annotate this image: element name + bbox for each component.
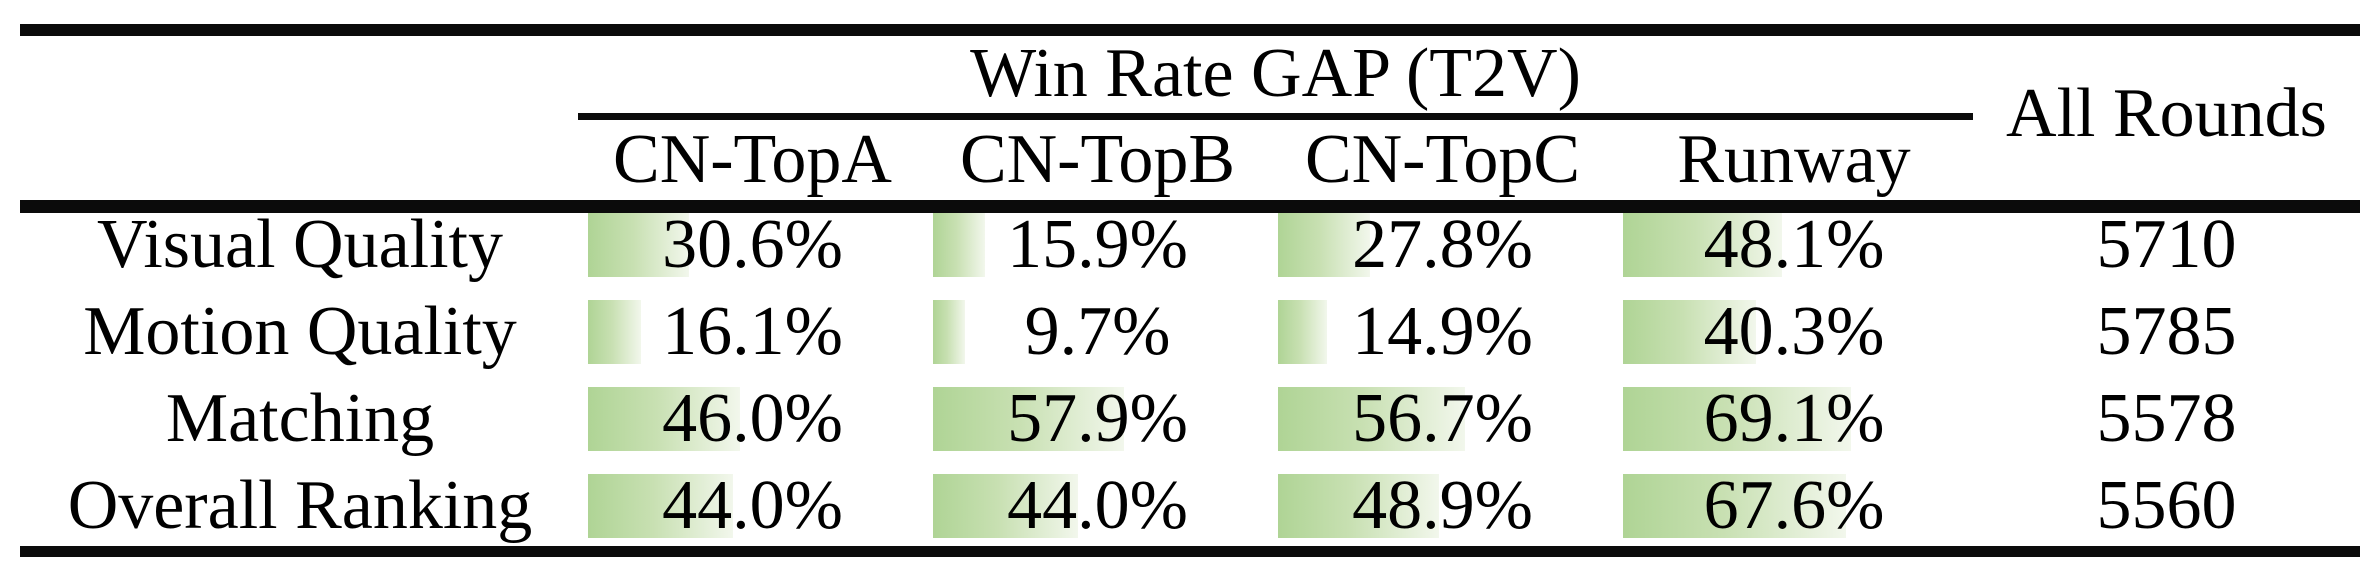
table-row: Matching 46.0% 57.9% 56.7% 69.1% 5578 bbox=[20, 380, 2360, 457]
win-rate-value: 48.1% bbox=[1703, 206, 1885, 283]
win-rate-bar bbox=[1623, 213, 1782, 277]
win-rate-bar bbox=[933, 213, 985, 277]
column-header-all-rounds: All Rounds bbox=[2006, 75, 2327, 152]
win-rate-bar bbox=[1623, 474, 1846, 538]
win-rate-value: 16.1% bbox=[662, 293, 843, 370]
table-bottom-rule bbox=[20, 546, 2360, 557]
win-rate-value: 30.6% bbox=[662, 206, 843, 283]
win-rate-cell: 48.1% bbox=[1615, 206, 1973, 283]
win-rate-value: 69.1% bbox=[1703, 380, 1885, 457]
win-rate-bar bbox=[1278, 387, 1465, 451]
table-row: Overall Ranking 44.0% 44.0% 48.9% 67.6% … bbox=[20, 467, 2360, 544]
win-rate-cell: 46.0% bbox=[580, 380, 925, 457]
win-rate-value: 27.8% bbox=[1352, 206, 1533, 283]
win-rate-bar bbox=[1623, 300, 1756, 364]
table-row: Motion Quality 16.1% 9.7% 14.9% 40.3% 57… bbox=[20, 293, 2360, 370]
win-rate-cell: 14.9% bbox=[1270, 293, 1615, 370]
column-header-cn-topa: CN-TopA bbox=[613, 121, 892, 198]
win-rate-value: 67.6% bbox=[1703, 467, 1885, 544]
row-label: Visual Quality bbox=[96, 206, 504, 283]
win-rate-value: 44.0% bbox=[1007, 467, 1188, 544]
win-rate-bar bbox=[1623, 387, 1851, 451]
win-rate-bar bbox=[588, 387, 740, 451]
row-label: Overall Ranking bbox=[67, 467, 533, 544]
win-rate-cell: 69.1% bbox=[1615, 380, 1973, 457]
win-rate-bar bbox=[1278, 213, 1370, 277]
table-row: Visual Quality 30.6% 15.9% 27.8% 48.1% 5… bbox=[20, 206, 2360, 283]
win-rate-bar bbox=[933, 474, 1078, 538]
row-label: Matching bbox=[165, 380, 435, 457]
win-rate-bar bbox=[588, 300, 641, 364]
win-rate-value: 48.9% bbox=[1352, 467, 1533, 544]
win-rate-cell: 9.7% bbox=[925, 293, 1270, 370]
win-rate-bar bbox=[933, 300, 965, 364]
win-rate-value: 9.7% bbox=[1024, 293, 1171, 370]
all-rounds-value: 5710 bbox=[2096, 206, 2237, 283]
win-rate-cell: 44.0% bbox=[580, 467, 925, 544]
win-rate-value: 56.7% bbox=[1352, 380, 1533, 457]
table-top-rule bbox=[20, 24, 2360, 36]
column-header-runway: Runway bbox=[1677, 121, 1911, 198]
column-header-cn-topc: CN-TopC bbox=[1304, 121, 1581, 198]
win-rate-value: 14.9% bbox=[1352, 293, 1533, 370]
column-header-cn-topb: CN-TopB bbox=[959, 121, 1236, 198]
win-rate-value: 46.0% bbox=[662, 380, 843, 457]
win-rate-bar bbox=[933, 387, 1124, 451]
win-rate-value: 40.3% bbox=[1703, 293, 1885, 370]
win-rate-bar bbox=[588, 213, 689, 277]
row-label: Motion Quality bbox=[83, 293, 517, 370]
win-rate-cell: 15.9% bbox=[925, 206, 1270, 283]
all-rounds-value: 5785 bbox=[2096, 293, 2237, 370]
win-rate-value: 57.9% bbox=[1007, 380, 1188, 457]
win-rate-cell: 16.1% bbox=[580, 293, 925, 370]
win-rate-bar bbox=[1278, 300, 1327, 364]
table-title-win-rate-gap: Win Rate GAP (T2V) bbox=[970, 35, 1581, 112]
all-rounds-value: 5560 bbox=[2096, 467, 2237, 544]
win-rate-cell: 44.0% bbox=[925, 467, 1270, 544]
all-rounds-value: 5578 bbox=[2096, 380, 2237, 457]
win-rate-cell: 48.9% bbox=[1270, 467, 1615, 544]
win-rate-cell: 67.6% bbox=[1615, 467, 1973, 544]
header-separator-rule bbox=[20, 200, 2360, 213]
win-rate-value: 44.0% bbox=[662, 467, 843, 544]
win-rate-value: 15.9% bbox=[1007, 206, 1188, 283]
win-rate-cell: 57.9% bbox=[925, 380, 1270, 457]
win-rate-bar bbox=[1278, 474, 1439, 538]
win-rate-cell: 56.7% bbox=[1270, 380, 1615, 457]
win-rate-bar bbox=[588, 474, 733, 538]
win-rate-cell: 30.6% bbox=[580, 206, 925, 283]
win-rate-cell: 27.8% bbox=[1270, 206, 1615, 283]
title-underline-rule bbox=[578, 113, 1973, 120]
win-rate-cell: 40.3% bbox=[1615, 293, 1973, 370]
